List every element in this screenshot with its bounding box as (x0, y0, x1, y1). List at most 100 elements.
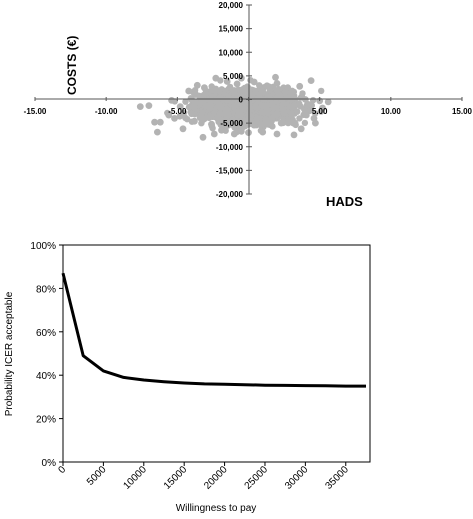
x-tick-label: -15.00 (24, 107, 47, 116)
scatter-point (207, 102, 215, 109)
y-tick-labels: 100% 80% 60% 40% 20% 0% (30, 241, 63, 469)
scatter-point (230, 130, 238, 138)
scatter-point (202, 102, 210, 110)
scatter-point (296, 82, 304, 90)
scatter-point (197, 101, 204, 108)
x-tick-label: 15.00 (452, 107, 473, 116)
scatter-point (272, 73, 279, 81)
y-tick-label: 40% (36, 371, 56, 382)
scatter-point (257, 121, 265, 128)
scatter-point (302, 110, 309, 118)
scatter-point (287, 103, 295, 110)
scatter-point (136, 103, 144, 110)
y-tick-label: 0% (42, 458, 57, 469)
x-tick-label: 20000 (202, 464, 230, 492)
scatter-point (185, 103, 193, 111)
y-tick-label: 15,000 (219, 25, 244, 34)
scatter-point (290, 131, 298, 139)
scatter-point (191, 90, 199, 97)
scatter-point (230, 87, 238, 94)
scatter-point (198, 111, 205, 119)
x-tick-label: 0 (56, 464, 68, 476)
scatter-point (294, 108, 301, 115)
scatter-point (230, 102, 238, 109)
scatter-point (233, 80, 241, 88)
scatter-point (309, 97, 317, 104)
scatter-point (215, 116, 222, 123)
scatter-point (216, 94, 224, 102)
scatter-point (214, 103, 222, 110)
scatter-point (154, 128, 161, 136)
scatter-point (259, 128, 267, 136)
scatter-point (212, 74, 220, 82)
scatter-point (264, 110, 271, 117)
scatter-point (165, 111, 173, 119)
scatter-point (299, 90, 306, 97)
scatter-point (201, 84, 208, 92)
scatter-point (273, 104, 280, 111)
scatter-point (176, 103, 184, 110)
scatter-point (193, 81, 201, 89)
scatter-point (273, 94, 281, 101)
scatter-point (145, 102, 153, 109)
scatter-point (240, 104, 247, 112)
scatter-point (229, 116, 237, 123)
scatter-point (282, 110, 289, 117)
scatter-point (277, 119, 285, 127)
scatter-point (188, 110, 196, 118)
x-tick-labels: -15.00 -10.00 -5.00 5.00 10.00 15.00 (24, 97, 473, 116)
x-tick-label: 5000 (85, 464, 109, 488)
scatter-point (252, 88, 259, 96)
scatter-point (191, 103, 198, 111)
acceptability-curve (61, 272, 366, 388)
scatter-point (185, 87, 193, 95)
scatter-point (319, 104, 326, 112)
scatter-point (273, 130, 281, 138)
y-tick-label: 5,000 (223, 72, 244, 81)
scatter-point (253, 115, 260, 122)
scatter-point (273, 87, 281, 94)
x-tick-label: 10.00 (381, 107, 402, 116)
y-tick-label: 0 (239, 96, 244, 105)
scatter-point (259, 102, 267, 110)
x-axis-label: HADS (326, 194, 363, 209)
y-tick-label: 20,000 (219, 1, 244, 10)
scatter-point (264, 120, 271, 127)
scatter-point (318, 87, 325, 95)
scatter-point (156, 118, 164, 126)
scatter-point (324, 98, 332, 106)
y-tick-labels: 20,000 15,000 10,000 5,000 0 -5,000 -10,000 -15… (216, 1, 252, 199)
scatter-point (310, 115, 318, 122)
x-tick-label: 25000 (243, 464, 271, 492)
scatter-point (223, 97, 230, 104)
x-tick-label: -5.00 (168, 107, 187, 116)
scatter-point (223, 78, 231, 85)
scatter-plot: -15.00 -10.00 -5.00 5.00 10.00 15.00 20,000 15… (24, 1, 473, 209)
scatter-point (312, 110, 319, 117)
scatter-point (273, 80, 281, 87)
y-tick-label: -20,000 (216, 190, 244, 199)
scatter-point (216, 110, 224, 118)
y-tick-label: 80% (36, 284, 56, 295)
scatter-point (168, 97, 176, 104)
scatter-point (288, 112, 295, 119)
scatter-point (184, 116, 191, 123)
scatter-point (151, 118, 159, 126)
scatter-point (224, 110, 232, 117)
scatter-point (191, 117, 198, 125)
scatter-point (206, 113, 213, 121)
scatter-point (250, 78, 258, 86)
scatter-point (296, 115, 303, 122)
scatter-point (235, 94, 242, 102)
x-axis-label: Willingness to pay (176, 503, 257, 514)
scatter-point (227, 121, 234, 128)
scatter-point (202, 90, 210, 97)
y-tick-label: 20% (36, 415, 56, 426)
y-axis-label: Probability ICER acceptable (4, 291, 15, 416)
y-tick-label: -5,000 (220, 119, 243, 128)
scatter-point (208, 120, 215, 128)
scatter-point (199, 133, 207, 141)
scatter-point (263, 82, 271, 90)
scatter-point (273, 110, 281, 118)
